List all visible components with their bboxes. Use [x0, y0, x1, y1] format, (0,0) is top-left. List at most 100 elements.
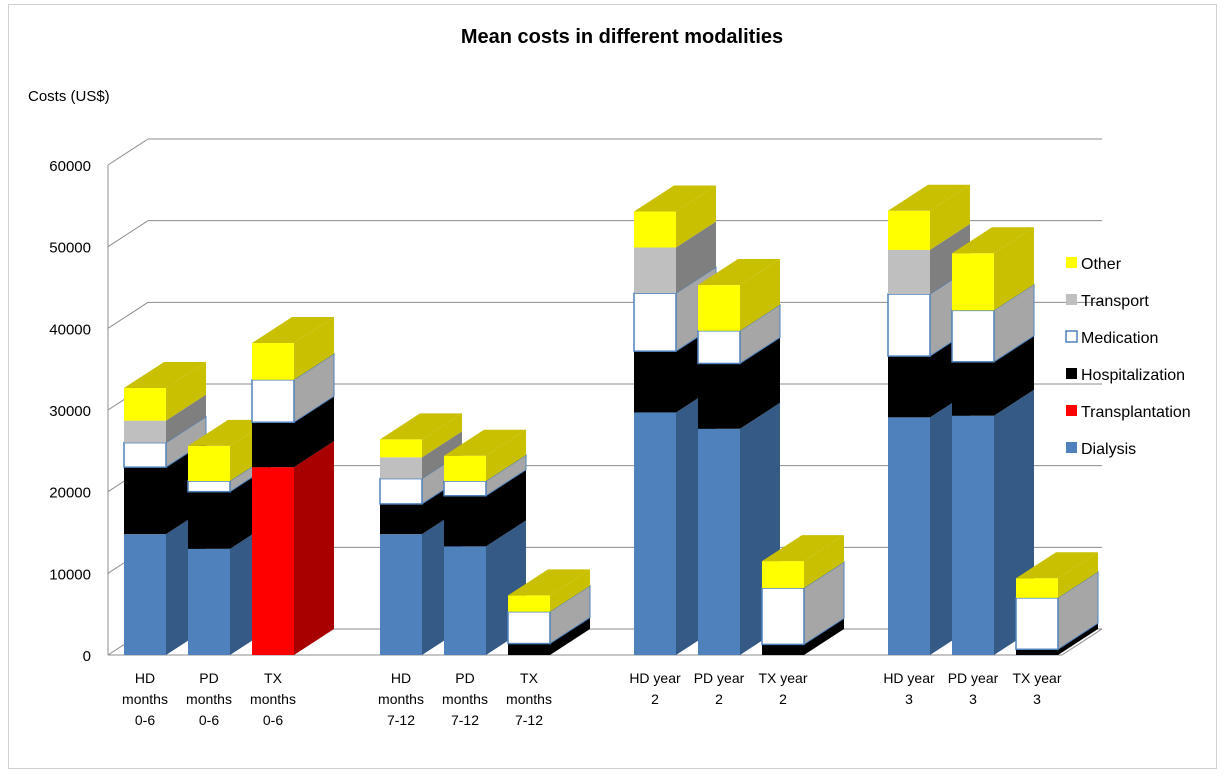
bar-stack — [251, 317, 335, 655]
bar-segment-other — [188, 445, 230, 482]
gridline-diagonal — [107, 220, 149, 248]
bar-segment-other-top — [380, 413, 462, 440]
bar-stack — [697, 259, 781, 655]
y-tick-label: 60000 — [49, 158, 91, 175]
legend-item-transport: Transport — [1066, 293, 1149, 310]
x-tick-label-line: 7-12 — [451, 712, 479, 728]
bar-segment-other — [124, 387, 166, 421]
legend-item-transport-label: Transport — [1081, 293, 1149, 310]
chart-title: Mean costs in different modalities — [461, 26, 783, 48]
x-tick-label-line: TX year — [758, 670, 807, 686]
x-tick-label: PD months 0-6 — [186, 670, 232, 728]
bar-segment-other-top — [698, 259, 780, 286]
x-tick-label-line: HD — [391, 670, 411, 686]
bar-segment-hospitalization-side — [804, 618, 844, 655]
bar-segment-other — [380, 439, 422, 458]
y-tick-label: 40000 — [49, 321, 91, 338]
bar-segment-medication — [951, 309, 995, 363]
bar-segment-dialysis — [634, 412, 676, 655]
legend-item-transport-swatch — [1066, 294, 1077, 305]
bar-segment-other-side — [422, 413, 462, 458]
bar-segment-medication — [379, 477, 423, 505]
bar-segment-other-side — [804, 535, 844, 589]
x-tick-label-line: TX — [520, 670, 539, 686]
bar-segment-hospitalization — [698, 363, 740, 429]
y-tick-label: 0 — [83, 648, 91, 665]
bar-segment-dialysis — [188, 548, 230, 655]
bar-segment-hospitalization-side — [294, 396, 334, 468]
x-tick-label: PD year 3 — [948, 670, 999, 707]
bar-segment-other — [444, 455, 486, 482]
gridline-diagonal — [107, 301, 149, 329]
x-tick-label-line: HD year — [883, 670, 935, 686]
bar-segment-other-top — [444, 429, 526, 456]
bar-segment-transport — [888, 249, 930, 295]
bar-segment-other — [888, 210, 930, 250]
x-tick-label: HD year 3 — [883, 670, 935, 707]
bar-segment-medication — [187, 480, 231, 493]
bar-segment-other-side — [676, 185, 716, 248]
legend-item-transplantation-label: Transplantation — [1081, 404, 1191, 421]
bar-segment-hospitalization — [634, 351, 676, 413]
y-tick-label: 30000 — [49, 403, 91, 420]
x-tick-label-line: months — [250, 691, 296, 707]
bar-stack — [761, 535, 845, 655]
bar-segment-other — [1016, 578, 1058, 598]
bars — [123, 184, 1099, 655]
bar-segment-transplantation — [252, 467, 294, 655]
bar-segment-medication — [697, 330, 741, 365]
x-tick-label-line: 0-6 — [199, 712, 219, 728]
x-tick-label-line: 0-6 — [263, 712, 283, 728]
x-tick-label-line: PD year — [694, 670, 745, 686]
x-tick-label-line: 2 — [779, 691, 787, 707]
bar-segment-other-side — [740, 259, 780, 331]
bar-segment-other-side — [930, 184, 970, 250]
bar-segment-hospitalization — [252, 422, 294, 468]
y-tick-label: 50000 — [49, 240, 91, 257]
legend-item-other: Other — [1066, 256, 1122, 273]
bar-segment-transport-side — [676, 221, 716, 294]
x-tick-label-line: TX — [264, 670, 283, 686]
bar-segment-medication — [1015, 597, 1059, 651]
bar-segment-other — [508, 595, 550, 612]
legend-item-dialysis-swatch — [1066, 442, 1077, 453]
bar-segment-hospitalization — [188, 491, 230, 549]
bar-segment-medication — [633, 292, 677, 352]
x-tick-label-line: TX year — [1012, 670, 1061, 686]
bar-segment-other-side — [994, 227, 1034, 311]
x-tick-label: PD year 2 — [694, 670, 745, 707]
bar-segment-transport-side — [930, 223, 970, 295]
y-axis-label: Costs (US$) — [28, 88, 110, 105]
bar-segment-transport — [124, 420, 166, 443]
bar-segment-medication — [761, 587, 805, 646]
x-tick-label-line: months — [122, 691, 168, 707]
bar-segment-dialysis — [124, 534, 166, 655]
y-tick-label: 10000 — [49, 566, 91, 583]
legend-item-hospitalization: Hospitalization — [1066, 367, 1185, 384]
x-tick-label: HD year 2 — [629, 670, 681, 707]
legend-item-hospitalization-label: Hospitalization — [1081, 367, 1185, 384]
bar-segment-dialysis — [444, 546, 486, 655]
legend-item-medication-label: Medication — [1081, 330, 1158, 347]
bar-segment-medication — [887, 293, 931, 357]
bar-segment-hospitalization-side — [550, 617, 590, 655]
x-tick-label-line: 2 — [715, 691, 723, 707]
bar-segment-other-side — [166, 361, 206, 421]
x-tick-label-line: 7-12 — [515, 712, 543, 728]
x-tick-label-line: months — [506, 691, 552, 707]
x-tick-label: HD months 0-6 — [122, 670, 168, 728]
legend-item-transplantation-swatch — [1066, 405, 1077, 416]
bar-segment-hospitalization-side — [1058, 623, 1098, 655]
x-tick-label: PD months 7-12 — [442, 670, 488, 728]
legend-item-transplantation: Transplantation — [1066, 404, 1191, 421]
bar-segment-hospitalization-side — [740, 337, 780, 429]
bar-segment-medication — [251, 379, 295, 423]
legend: Other Transport Medication Hospitalization T… — [1065, 256, 1191, 458]
bar-segment-other-top — [1016, 552, 1098, 579]
bar-segment-other-side — [1058, 552, 1098, 598]
bar-segment-medication — [507, 610, 551, 645]
bar-segment-other — [762, 561, 804, 589]
bar-segment-medication — [123, 441, 167, 468]
